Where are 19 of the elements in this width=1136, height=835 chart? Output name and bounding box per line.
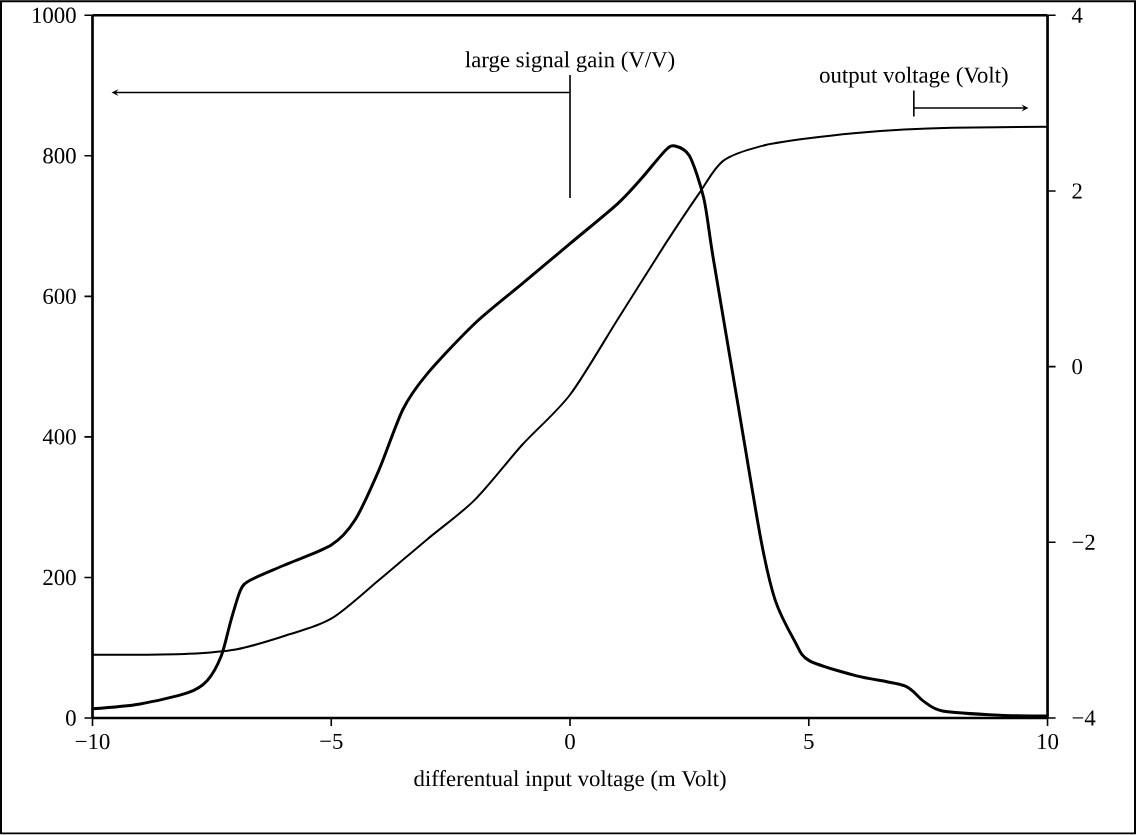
annotation: large signal gain (V/V) xyxy=(465,51,675,73)
annotation: output voltage (Volt) xyxy=(819,66,1008,88)
x-tick-label: 10 xyxy=(1038,734,1059,750)
x-tick-label: 0 xyxy=(565,734,575,750)
y2-tick-label: 0 xyxy=(1072,359,1083,375)
y-tick-label: 0 xyxy=(66,710,76,726)
y-tick-label: 1000 xyxy=(33,7,76,24)
y-tick-label: 600 xyxy=(43,288,76,305)
y2-tick-label: 2 xyxy=(1072,183,1082,199)
x-tick-label: −5 xyxy=(320,734,343,750)
y-tick-label: 800 xyxy=(43,148,76,164)
y-tick-label: 200 xyxy=(43,569,76,586)
x-tick-label: 5 xyxy=(804,734,814,750)
x-tick-label: −10 xyxy=(75,734,110,750)
y2-tick-label: −2 xyxy=(1072,534,1095,551)
y2-tick-label: −4 xyxy=(1072,710,1096,726)
x-axis-title: differentual input voltage (m Volt) xyxy=(414,770,726,792)
y-tick-label: 400 xyxy=(42,429,76,445)
y2-tick-label: 4 xyxy=(1071,7,1083,23)
